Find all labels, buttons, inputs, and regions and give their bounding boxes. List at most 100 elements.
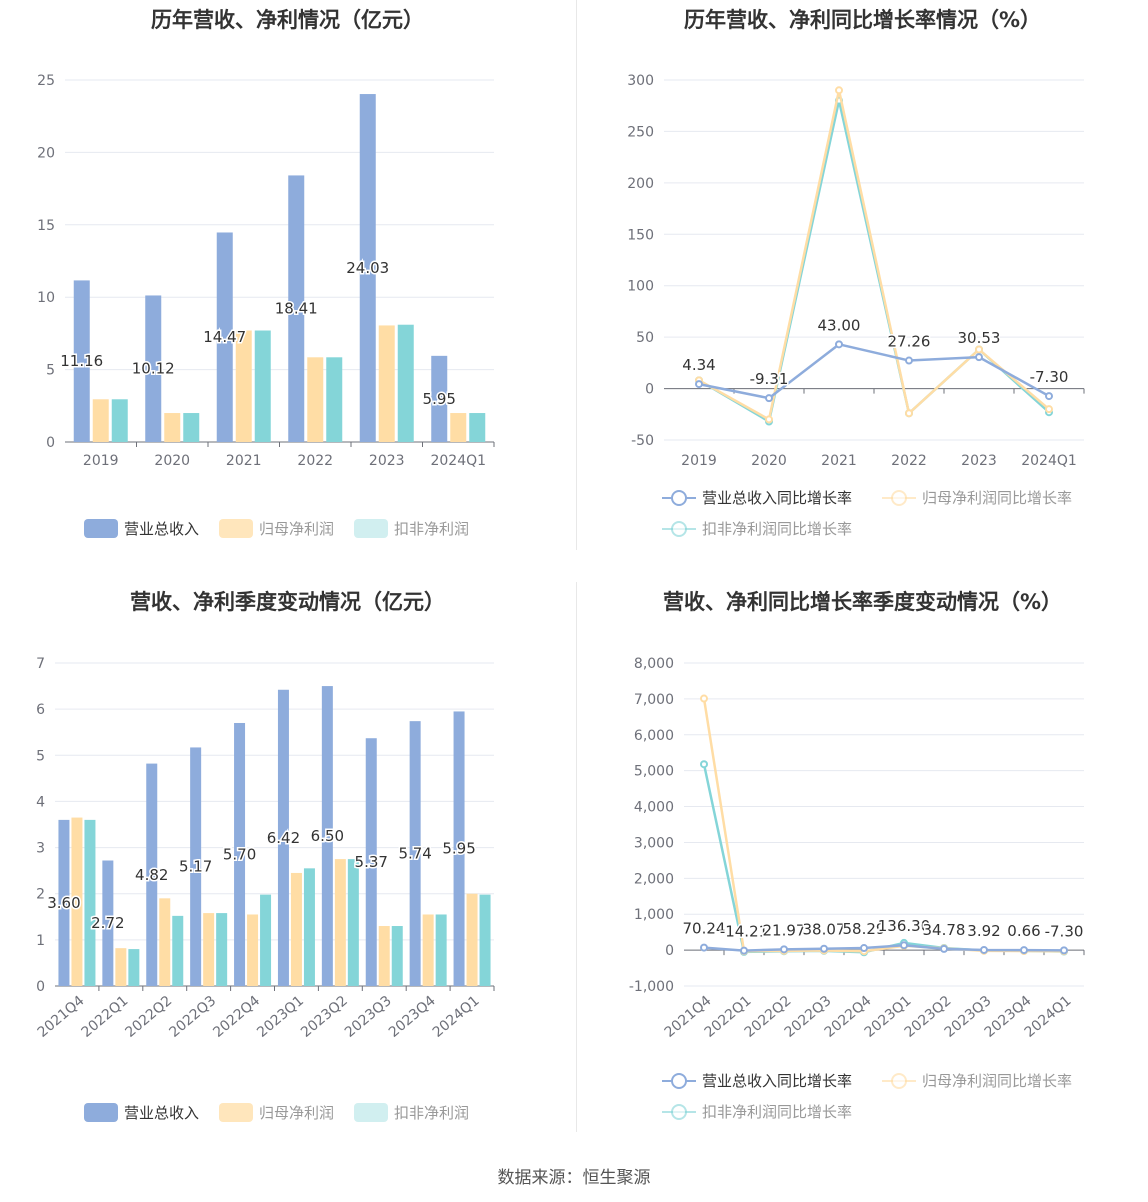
data-label: 30.53 <box>958 329 1001 347</box>
legend-marker-icon <box>671 1104 687 1120</box>
legend-marker-icon <box>891 1073 907 1089</box>
data-point <box>1045 392 1053 401</box>
x-tick-label: 2023Q1 <box>254 993 307 1041</box>
data-label: 5.17 <box>179 858 212 876</box>
bar <box>190 747 202 986</box>
chart-title: 历年营收、净利同比增长率情况（%） <box>683 8 1042 32</box>
y-tick-label: 7 <box>36 656 45 672</box>
column-divider <box>576 0 577 550</box>
series-line <box>698 90 1050 422</box>
data-point <box>905 409 913 418</box>
legend-label: 归母净利润 <box>259 520 334 538</box>
bar <box>159 898 171 986</box>
bar <box>307 357 324 442</box>
y-tick-label: 100 <box>627 279 654 295</box>
legend-label: 扣非净利润同比增长率 <box>702 520 852 538</box>
y-tick-label: 7,000 <box>634 692 674 708</box>
data-label: 18.41 <box>275 300 318 318</box>
data-point <box>700 760 708 769</box>
bar <box>92 399 109 442</box>
bar <box>247 914 259 986</box>
legend-marker-icon <box>671 490 687 506</box>
y-tick-label: 20 <box>37 145 55 161</box>
data-label: 5.70 <box>223 845 256 863</box>
data-label: 4.34 <box>682 356 715 374</box>
data-label: 38.07 <box>803 921 846 939</box>
bar <box>450 413 467 442</box>
data-label: 27.26 <box>888 333 931 351</box>
data-label: 21.97 <box>763 921 806 939</box>
legend-label: 归母净利润同比增长率 <box>922 1072 1072 1090</box>
bar <box>469 413 486 442</box>
chart-title: 营收、净利同比增长率季度变动情况（%） <box>662 590 1063 614</box>
y-tick-label: 6,000 <box>634 728 674 744</box>
y-tick-label: 5 <box>36 748 45 764</box>
bar <box>397 324 414 442</box>
y-tick-label: 2,000 <box>634 871 674 887</box>
bar <box>378 926 390 986</box>
bar <box>71 817 83 986</box>
data-point <box>860 944 868 953</box>
data-label: 4.82 <box>135 866 168 884</box>
x-tick-label: 2023 <box>961 453 997 469</box>
bar <box>172 915 184 986</box>
bar <box>58 819 70 986</box>
x-tick-label: 2023Q2 <box>298 993 351 1041</box>
y-tick-label: 0 <box>46 435 55 451</box>
y-tick-label: 25 <box>37 73 55 89</box>
bar <box>435 914 447 986</box>
annual-bar-chart: 0 5 10 15 20 25 2019 2020 2021 2022 2023 2024Q1 11.1… <box>37 73 495 538</box>
legend-label: 营业总收入同比增长率 <box>702 489 852 507</box>
data-label: 5.95 <box>442 840 475 858</box>
data-label: 6.50 <box>311 827 344 845</box>
y-tick-label: 15 <box>37 218 55 234</box>
bar <box>216 232 233 442</box>
bar <box>391 926 403 986</box>
x-tick-label: 2022Q1 <box>79 993 132 1041</box>
bar <box>146 763 158 986</box>
x-tick-label: 2021 <box>226 453 262 469</box>
annual-growth-panel: 历年营收、净利同比增长率情况（%） -50 0 50 100 150 200 250 300 2… <box>577 0 1148 560</box>
chart-title: 历年营收、净利情况（亿元） <box>151 8 424 32</box>
bar <box>216 913 228 986</box>
bar <box>102 860 114 986</box>
legend-swatch-icon <box>84 1103 118 1122</box>
x-tick-label: 2022Q4 <box>210 993 263 1041</box>
y-tick-label: 250 <box>627 124 654 140</box>
bar <box>203 913 215 986</box>
bar <box>431 355 448 442</box>
bar <box>378 325 395 442</box>
y-tick-label: 0 <box>36 979 45 995</box>
data-label: 3.60 <box>47 894 80 912</box>
data-point <box>700 694 708 703</box>
bar <box>234 722 246 986</box>
data-point <box>740 946 748 955</box>
data-label: 6.42 <box>267 829 300 847</box>
legend-swatch-icon <box>219 519 253 538</box>
bar <box>466 893 478 986</box>
x-tick-label: 2020 <box>751 453 787 469</box>
data-point <box>695 380 703 389</box>
legend-label: 归母净利润 <box>259 1104 334 1122</box>
data-point <box>980 945 988 954</box>
x-tick-label: 2019 <box>681 453 717 469</box>
x-tick-label: 2022Q2 <box>122 993 175 1041</box>
legend-swatch-icon <box>84 519 118 538</box>
annual-bar-panel: 历年营收、净利情况（亿元） 0 5 10 15 20 25 2019 2020 2021 2022… <box>0 0 575 560</box>
y-tick-label: 5,000 <box>634 764 674 780</box>
bar <box>183 413 200 442</box>
data-label: -7.30 <box>1030 368 1069 386</box>
bar <box>128 949 140 986</box>
bar <box>321 686 333 986</box>
x-tick-label: 2024Q1 <box>1021 453 1077 469</box>
data-label: 11.16 <box>60 352 103 370</box>
y-tick-label: 8,000 <box>634 656 674 672</box>
x-tick-label: 2021 <box>821 453 857 469</box>
bar <box>111 399 128 442</box>
bar <box>479 894 491 986</box>
bar <box>409 721 421 986</box>
y-tick-label: 4,000 <box>634 800 674 816</box>
bar <box>277 689 289 986</box>
data-point <box>780 945 788 954</box>
legend-swatch-icon <box>354 519 388 538</box>
